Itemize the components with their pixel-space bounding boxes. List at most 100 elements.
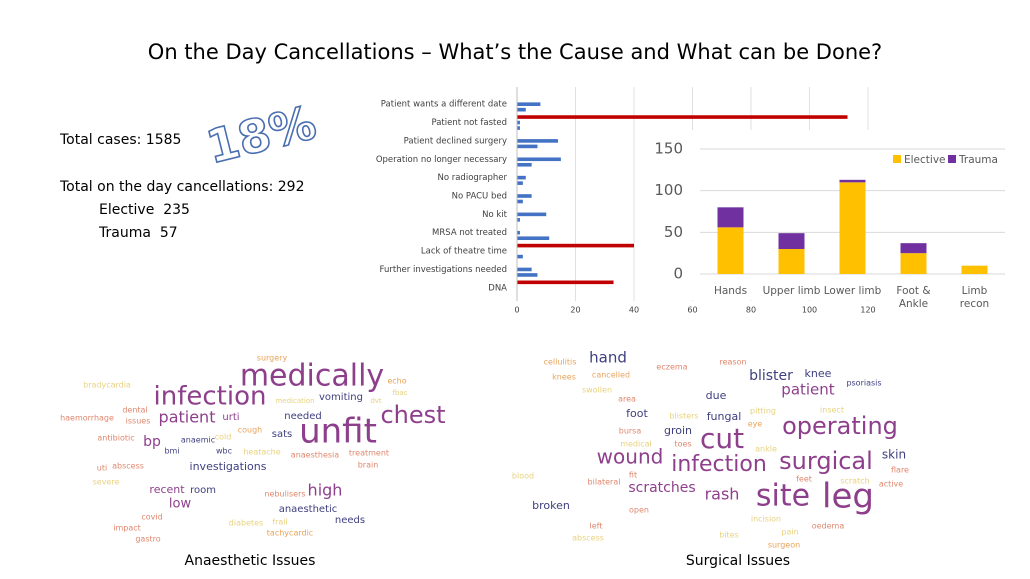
bar-segment: [839, 179, 866, 183]
cloud-word: cut: [700, 422, 744, 455]
y-tick-label: DNA: [488, 283, 507, 293]
cloud-word: echo: [387, 377, 406, 386]
y-tick-label: Patient wants a different date: [381, 100, 507, 110]
cloud-word: treatment: [349, 449, 389, 458]
cloud-word: rash: [705, 485, 740, 504]
cloud-word: oedema: [812, 522, 845, 531]
cloud-caption: Surgical Issues: [686, 553, 790, 569]
cloud-word: eye: [748, 420, 763, 429]
y-tick-label: Patient declined surgery: [404, 136, 507, 146]
cloud-word: urti: [222, 412, 239, 423]
cloud-word: psoriasis: [846, 379, 881, 388]
y-tick-label: Lack of theatre time: [421, 247, 507, 257]
cloud-word: surgeon: [768, 541, 800, 550]
bar: [517, 120, 520, 125]
bar: [517, 139, 558, 143]
trauma-count: Trauma 57: [98, 225, 178, 241]
cloud-word: brain: [358, 461, 379, 470]
cloud-word: abscess: [112, 462, 144, 471]
y-tick-label: 50: [664, 223, 683, 241]
cloud-word: nebulisers: [264, 490, 305, 499]
cloud-word: diabetes: [229, 519, 263, 528]
cloud-word: chest: [380, 401, 445, 429]
cloud-word: tachycardic: [267, 529, 313, 538]
cloud-word: impact: [113, 524, 141, 533]
y-tick-label: No PACU bed: [452, 192, 507, 202]
y-tick-label: Patient not fasted: [431, 118, 507, 128]
bar: [517, 194, 532, 198]
cloud-word: bp: [143, 434, 161, 450]
cloud-word: swollen: [582, 386, 612, 395]
x-tick-label: 20: [570, 306, 580, 315]
bar-segment: [839, 182, 866, 274]
cloud-word: scratch: [840, 477, 869, 486]
bar-segment: [900, 253, 927, 274]
cloud-word: dental: [122, 406, 147, 415]
cloud-word: antibiotic: [97, 434, 134, 443]
cloud-word: investigations: [190, 460, 267, 473]
cloud-word: gastro: [135, 535, 160, 544]
cloud-word: blister: [749, 368, 793, 384]
cloud-word: knee: [805, 367, 832, 380]
cloud-word: pain: [781, 528, 798, 537]
bar-segment: [961, 265, 988, 274]
y-tick-label: 0: [673, 265, 683, 283]
cloud-word: leg: [822, 477, 874, 517]
cloud-word: wbc: [216, 447, 232, 456]
cloud-word: wound: [597, 445, 664, 469]
cloud-word: covid: [141, 513, 162, 522]
cloud-word: cancelled: [592, 371, 630, 380]
bar: [517, 175, 526, 180]
cloud-word: flare: [891, 466, 909, 475]
x-tick-label: 120: [860, 306, 875, 315]
cloud-word: high: [308, 481, 343, 500]
cloud-word: fungal: [707, 410, 742, 423]
x-tick-label: 0: [514, 306, 519, 315]
cloud-word: reason: [719, 358, 746, 367]
cloud-word: dvt: [370, 397, 382, 405]
cloud-word: left: [590, 522, 603, 531]
cloud-word: needs: [335, 515, 365, 526]
y-tick-label: Further investigations needed: [380, 265, 507, 275]
cloud-word: severe: [93, 478, 120, 487]
cloud-word: medical: [620, 440, 652, 449]
bar: [517, 280, 614, 285]
cloud-word: ankle: [755, 445, 777, 454]
cloud-word: heatache: [243, 448, 280, 457]
cloud-word: anaesthetic: [279, 504, 338, 515]
slide-title: On the Day Cancellations – What’s the Ca…: [148, 40, 882, 64]
bar: [517, 267, 532, 272]
cloud-word: eczema: [656, 363, 687, 372]
cloud-word: toes: [674, 440, 691, 449]
cloud-word: knees: [552, 373, 576, 382]
bar: [517, 230, 520, 235]
cloud-word: recent: [149, 483, 185, 496]
cloud-word: medication: [275, 397, 314, 405]
x-tick-label: 40: [629, 306, 639, 315]
cloud-word: unfit: [299, 412, 377, 452]
bar: [517, 199, 523, 204]
bar: [517, 144, 538, 149]
x-tick-label: Upper limb: [762, 285, 821, 297]
cloud-word: medically: [240, 359, 384, 394]
x-tick-label: Lower limb: [823, 285, 882, 297]
total-cases: Total cases: 1585: [59, 132, 181, 148]
cloud-word: cellulitis: [544, 358, 577, 367]
cloud-word: fbac: [392, 389, 407, 397]
cloud-word: blisters: [669, 412, 698, 421]
bar: [517, 254, 523, 259]
cloud-word: needed: [284, 411, 322, 422]
bar: [517, 243, 634, 248]
cloud-caption: Anaesthetic Issues: [185, 553, 316, 569]
cloud-word: patient: [781, 381, 834, 399]
cloud-word: bilateral: [588, 478, 621, 487]
cloud-word: blood: [512, 472, 534, 481]
bar: [517, 212, 547, 217]
legend-label: Trauma: [958, 154, 998, 166]
cloud-word: active: [879, 480, 903, 489]
bar: [517, 107, 526, 112]
cloud-word: broken: [532, 499, 570, 512]
legend-label: Elective: [904, 154, 946, 166]
